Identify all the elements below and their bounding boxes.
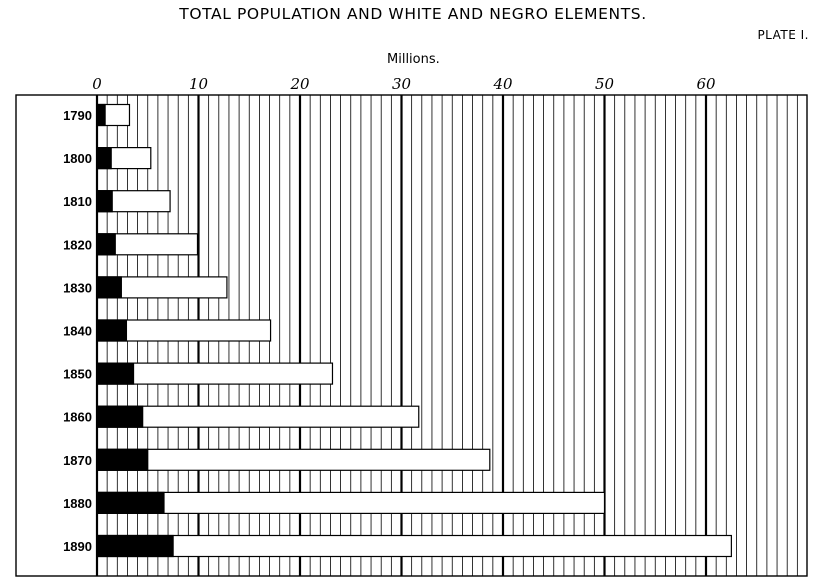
bar-negro-population — [96, 103, 106, 127]
bar-negro-population — [96, 319, 128, 342]
year-label: 1820 — [63, 237, 92, 252]
year-label: 1880 — [63, 496, 92, 511]
bars: 1790 1800 1810 1820 1830 1840 1850 1860 1870 1880… — [63, 103, 732, 558]
bar-total-population — [96, 491, 606, 514]
bar-total-population — [96, 534, 732, 558]
plate-label: PLATE I. — [757, 28, 809, 42]
year-label: 1810 — [63, 194, 92, 209]
year-label: 1790 — [63, 108, 92, 123]
year-label: 1800 — [63, 151, 92, 166]
bar-negro-population — [96, 448, 149, 471]
bar-negro-population — [96, 233, 116, 256]
bar-negro-population — [96, 362, 135, 385]
year-label: 1860 — [63, 410, 92, 425]
year-label: 1830 — [63, 280, 92, 295]
bar-negro-population — [96, 190, 113, 213]
bar-negro-population — [96, 276, 122, 299]
x-tick-labels: 0 10 20 30 40 50 60 — [92, 75, 716, 93]
year-label: 1890 — [63, 539, 92, 554]
bar-negro-population — [96, 147, 112, 170]
bar-total-population — [96, 405, 420, 428]
x-tick-label: 50 — [595, 75, 615, 93]
x-tick-label: 60 — [696, 75, 716, 93]
year-label: 1840 — [63, 324, 92, 339]
year-label: 1850 — [63, 367, 92, 382]
bar-total-population — [96, 448, 491, 471]
x-tick-label: 0 — [92, 75, 102, 93]
year-label: 1870 — [63, 453, 92, 468]
x-tick-label: 10 — [189, 75, 209, 93]
x-tick-label: 20 — [289, 75, 310, 93]
chart-title: TOTAL POPULATION AND WHITE AND NEGRO ELE… — [179, 5, 647, 23]
x-tick-label: 40 — [492, 75, 513, 93]
bar-negro-population — [96, 534, 174, 558]
x-axis-unit-label: Millions. — [387, 52, 440, 67]
bar-negro-population — [96, 405, 144, 428]
x-tick-label: 30 — [392, 75, 412, 93]
bar-negro-population — [96, 491, 165, 514]
